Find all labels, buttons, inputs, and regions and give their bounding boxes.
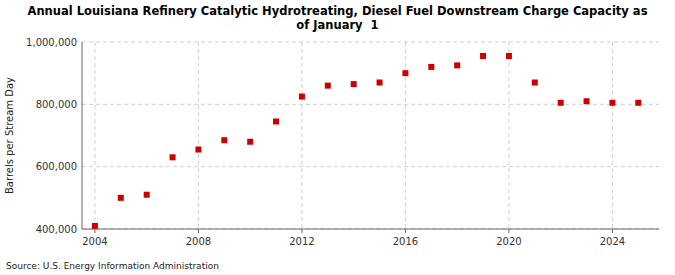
y-axis-line <box>82 42 83 229</box>
point <box>584 98 590 104</box>
y-axis-label: Barrels per Stream Day <box>4 77 15 194</box>
x-grid-line <box>405 42 406 229</box>
y-tick-label: 800,000 <box>36 99 77 110</box>
point <box>299 94 305 100</box>
point <box>480 53 486 59</box>
point <box>325 83 331 89</box>
y-tick-label: 1,000,000 <box>26 37 77 48</box>
point <box>635 100 641 106</box>
y-grid-line <box>82 166 659 167</box>
y-grid-line <box>82 104 659 105</box>
title: Annual Louisiana Refinery Catalytic Hydr… <box>28 4 648 32</box>
point <box>609 100 615 106</box>
y-tick-label: 600,000 <box>36 161 77 172</box>
point <box>144 192 150 198</box>
point <box>428 64 434 70</box>
point <box>221 137 227 143</box>
point <box>273 118 279 124</box>
x-tick <box>94 229 95 233</box>
grid <box>82 42 659 229</box>
point <box>558 100 564 106</box>
y-grid-line <box>82 42 659 43</box>
x-tick-label: 2012 <box>289 236 314 247</box>
point <box>532 80 538 86</box>
x-grid-line <box>508 42 509 229</box>
x-axis-line <box>82 229 659 230</box>
x-tick <box>405 229 406 233</box>
x-tick <box>301 229 302 233</box>
points <box>92 53 641 229</box>
x-grid-line <box>301 42 302 229</box>
point <box>454 62 460 68</box>
x-tick-label: 2004 <box>82 236 107 247</box>
x-grid-line <box>94 42 95 229</box>
point <box>377 80 383 86</box>
point <box>351 81 357 87</box>
x-grid-line <box>612 42 613 229</box>
x-tick-label: 2008 <box>186 236 211 247</box>
point <box>92 223 98 229</box>
x-tick <box>612 229 613 233</box>
chart: 2004 2008 2012 2016 2020 2024 400,000 600,000 80… <box>0 0 675 275</box>
x-tick-label: 2020 <box>496 236 521 247</box>
point <box>195 147 201 153</box>
x-tick <box>198 229 199 233</box>
source-note: Source: U.S. Energy Information Administ… <box>6 261 219 271</box>
point <box>506 53 512 59</box>
x-tick-label: 2024 <box>600 236 625 247</box>
point <box>118 195 124 201</box>
point <box>402 70 408 76</box>
x-tick-label: 2016 <box>393 236 418 247</box>
point <box>170 154 176 160</box>
y-grid-line <box>82 229 659 230</box>
x-grid-line <box>198 42 199 229</box>
y-tick-label: 400,000 <box>36 224 77 235</box>
point <box>247 139 253 145</box>
x-tick <box>508 229 509 233</box>
